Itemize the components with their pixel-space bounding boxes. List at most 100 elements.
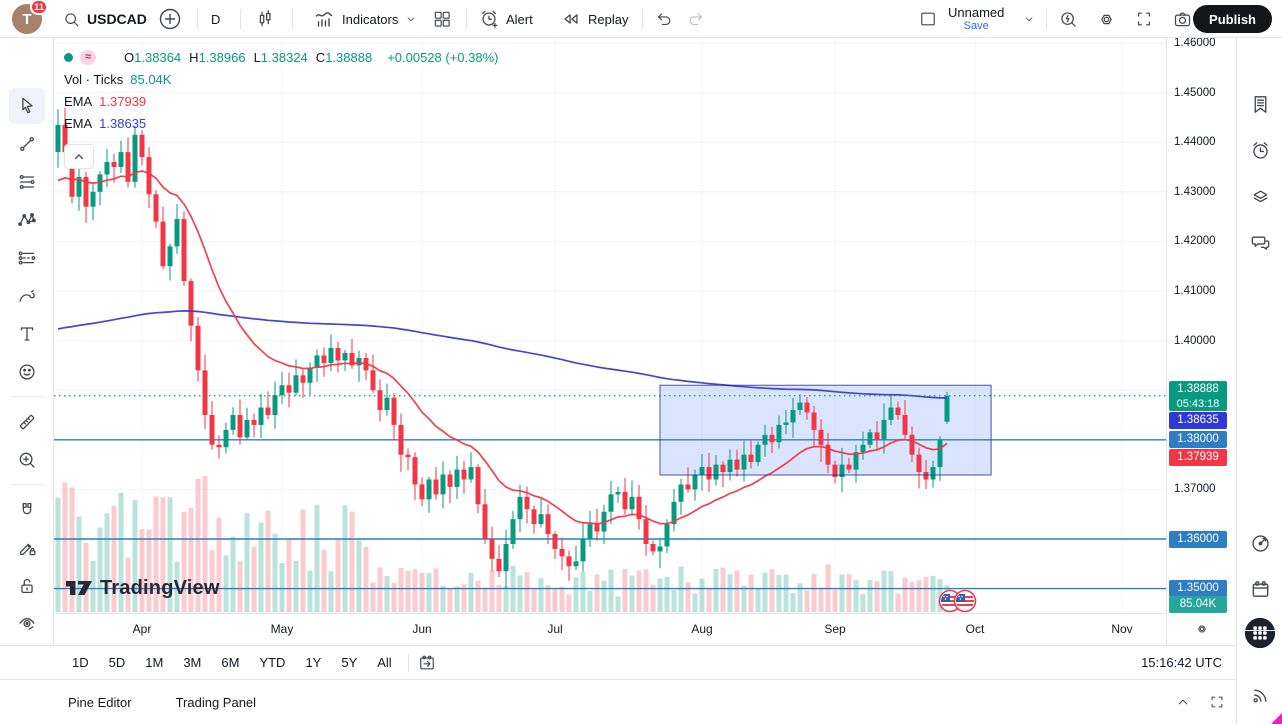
range-button-1m[interactable]: 1M <box>145 655 164 670</box>
chart-canvas[interactable] <box>54 38 1166 613</box>
calendar-icon[interactable] <box>1244 573 1276 605</box>
maximize-panel-icon[interactable] <box>1208 693 1226 711</box>
alert-button[interactable]: Alert <box>478 0 533 38</box>
change-value: +0.00528 (+0.38%) <box>387 49 499 65</box>
indicators-button[interactable]: Indicators <box>312 0 398 38</box>
watchlist-icon[interactable] <box>1244 88 1276 120</box>
volume-label: Vol · Ticks <box>64 71 124 87</box>
indicator-templates-chevron[interactable] <box>404 0 418 38</box>
undo-button[interactable] <box>654 0 674 38</box>
symbol-search[interactable]: USDCAD <box>62 0 147 38</box>
legend-collapse-button[interactable] <box>64 144 94 169</box>
clock[interactable]: 15:16:42 UTC <box>1141 655 1222 670</box>
apps-grid-icon[interactable] <box>1244 617 1276 649</box>
range-button-1y[interactable]: 1Y <box>305 655 322 670</box>
measure-tool-icon[interactable] <box>9 404 45 440</box>
time-axis[interactable]: Apr May Jun Jul Aug Sep Oct Nov <box>54 613 1166 645</box>
lock-drawings-tool-icon[interactable] <box>9 568 45 604</box>
layout-name-menu[interactable]: Unnamed Save <box>948 0 1004 38</box>
range-button-all[interactable]: All <box>377 655 392 670</box>
chat-icon[interactable] <box>1244 226 1276 258</box>
ema-fast-legend-row[interactable]: EMA 1.37939 <box>64 90 499 112</box>
fullscreen-button[interactable] <box>1134 0 1154 38</box>
economic-event-flags-icon[interactable] <box>938 589 977 613</box>
ohlc-part: O1.38364 <box>124 49 182 65</box>
bottom-toolbar: 1D 5D 1M 3M 6M YTD 1Y 5Y All 15:16:42 UTC <box>0 645 1236 679</box>
ema-fast-value: 1.37939 <box>99 93 147 109</box>
chart-style-button[interactable] <box>254 0 276 38</box>
quick-search-button[interactable] <box>1058 0 1079 38</box>
magnet-tool-icon[interactable] <box>9 492 45 528</box>
hline-1-38-label: 1.38000 <box>1169 431 1227 449</box>
redo-button[interactable] <box>686 0 706 38</box>
brush-tool-icon[interactable] <box>9 278 45 314</box>
hotlists-target-icon[interactable] <box>1244 527 1276 559</box>
range-button-3m[interactable]: 3M <box>183 655 202 670</box>
emoji-tool-icon[interactable] <box>9 354 45 390</box>
settings-button[interactable] <box>1096 0 1117 38</box>
broadcast-icon[interactable] <box>1244 679 1276 711</box>
hide-drawings-tool-icon[interactable] <box>9 606 45 642</box>
top-toolbar: T 11 USDCAD D Indicators Al <box>0 0 1282 38</box>
ema-slow-legend-row[interactable]: EMA 1.38635 <box>64 112 499 134</box>
tab-pine-editor[interactable]: Pine Editor <box>68 694 132 710</box>
divider <box>10 396 44 397</box>
replay-icon <box>560 8 582 30</box>
divider <box>642 9 643 29</box>
snapshot-button[interactable] <box>1172 0 1193 38</box>
zoom-in-tool-icon[interactable] <box>9 442 45 478</box>
replay-button[interactable]: Replay <box>560 0 628 38</box>
symbol-name: USDCAD <box>87 11 147 27</box>
xabcd-pattern-tool-icon[interactable] <box>9 202 45 238</box>
save-layout-indicator[interactable] <box>918 0 938 38</box>
range-button-1d[interactable]: 1D <box>72 655 89 670</box>
price-tick: 1.37000 <box>1174 483 1216 496</box>
range-button-ytd[interactable]: YTD <box>259 655 286 670</box>
volume-legend-row[interactable]: Vol · Ticks 85.04K <box>64 68 499 90</box>
chart-legend: ≈ O1.38364 H1.38966 L1.38324 C1.38888 +0.00… <box>64 46 499 134</box>
chevron-down-icon <box>404 12 418 26</box>
alert-label: Alert <box>506 11 533 27</box>
search-icon <box>62 10 81 29</box>
ohlc-values: O1.38364 H1.38966 L1.38324 C1.38888 <box>124 50 380 65</box>
notes-badge: ≈ <box>80 49 97 65</box>
chart-pane[interactable]: ≈ O1.38364 H1.38966 L1.38324 C1.38888 +0.00… <box>54 38 1166 645</box>
cursor-tool-icon[interactable] <box>9 88 45 124</box>
go-to-date-icon[interactable] <box>417 653 437 673</box>
time-axis-label-nov: Nov <box>1111 622 1133 636</box>
tab-trading-panel[interactable]: Trading Panel <box>175 694 257 710</box>
ohlc-part: C1.38888 <box>315 49 373 65</box>
alerts-clock-icon[interactable] <box>1244 134 1276 166</box>
layout-chevron[interactable] <box>1022 0 1036 38</box>
publish-button[interactable]: Publish <box>1193 5 1272 33</box>
grid-layout-button[interactable] <box>432 0 452 38</box>
range-button-6m[interactable]: 6M <box>221 655 240 670</box>
ohlc-part: L1.38324 <box>253 49 308 65</box>
price-tick: 1.42000 <box>1174 235 1216 248</box>
save-link[interactable]: Save <box>963 20 989 33</box>
expand-panel-chevron-icon[interactable] <box>1174 693 1192 711</box>
compare-add-button[interactable] <box>158 0 182 38</box>
time-axis-label-sep: Sep <box>824 622 846 636</box>
price-tick: 1.41000 <box>1174 285 1216 297</box>
interval-button[interactable]: D <box>211 0 220 38</box>
tradingview-watermark: TradingView <box>66 576 220 600</box>
object-tree-icon[interactable] <box>1244 180 1276 212</box>
drawing-mode-tool-icon[interactable] <box>9 530 45 566</box>
divider <box>1046 9 1047 29</box>
text-tool-icon[interactable] <box>9 316 45 352</box>
price-axis-settings-gear-icon[interactable] <box>1194 621 1210 642</box>
tradingview-logo-icon <box>66 576 93 600</box>
symbol-legend-row[interactable]: ≈ O1.38364 H1.38966 L1.38324 C1.38888 +0.00… <box>64 46 499 68</box>
trend-line-tool-icon[interactable] <box>9 126 45 162</box>
price-axis[interactable]: 1.46000 1.45000 1.44000 1.43000 1.42000 1.410… <box>1166 37 1236 645</box>
price-tick: 1.43000 <box>1174 185 1216 198</box>
range-button-5d[interactable]: 5D <box>108 655 126 670</box>
layout-grid-icon <box>432 9 452 29</box>
projection-tool-icon[interactable] <box>9 240 45 276</box>
range-button-5y[interactable]: 5Y <box>341 655 358 670</box>
price-tick: 1.40000 <box>1174 334 1216 347</box>
fib-retracement-tool-icon[interactable] <box>9 164 45 200</box>
interval-value: D <box>211 11 221 27</box>
